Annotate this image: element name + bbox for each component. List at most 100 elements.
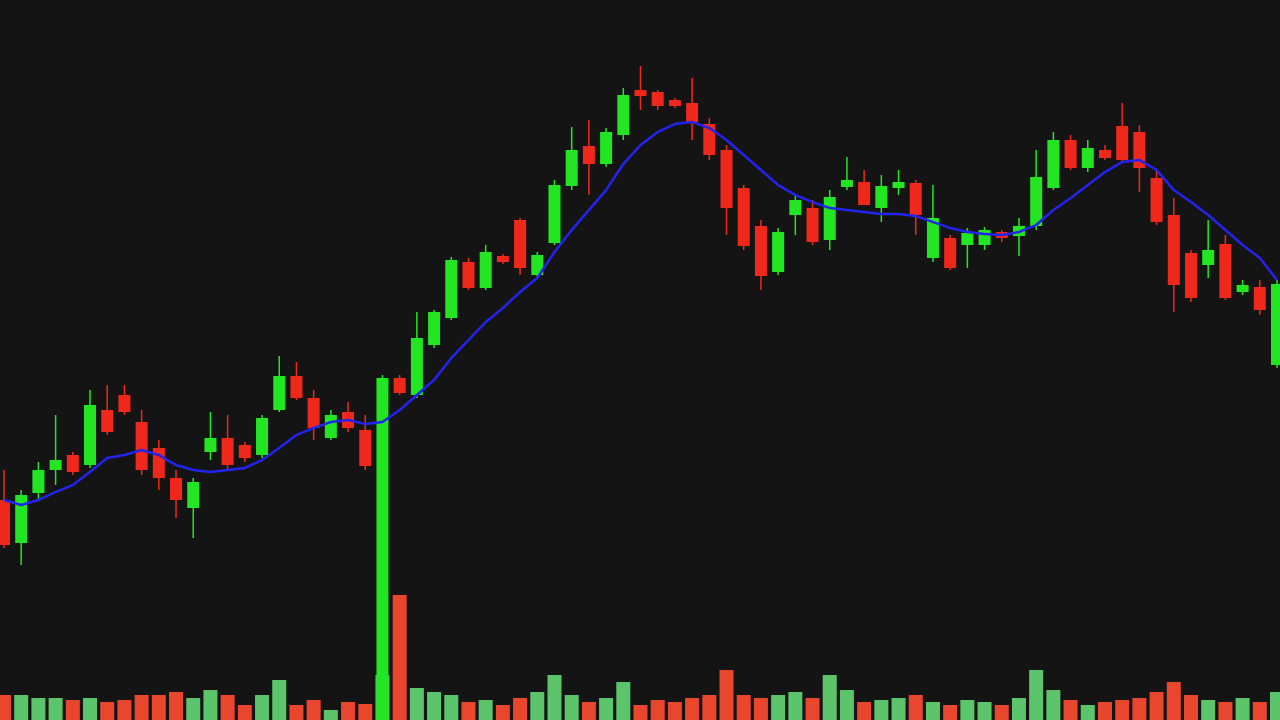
volume-bar	[203, 690, 218, 720]
candle-body	[806, 208, 819, 242]
volume-bar	[1029, 670, 1044, 720]
candle-body	[307, 398, 320, 428]
candle-body	[1184, 253, 1197, 298]
candle-body	[221, 438, 234, 465]
volume-bar	[719, 670, 734, 720]
volume-bar	[1046, 690, 1061, 720]
candle-body	[1150, 178, 1163, 222]
volume-bar	[650, 700, 665, 720]
candle-body	[926, 218, 939, 258]
candle-body	[101, 410, 114, 432]
volume-bar	[117, 700, 132, 720]
candle-body	[703, 124, 716, 155]
candle-body	[651, 92, 664, 106]
volume-bar	[667, 702, 682, 720]
volume-bar	[358, 704, 373, 720]
volume-bar	[736, 695, 751, 720]
volume-bar	[427, 692, 442, 720]
candle-body	[1219, 244, 1232, 298]
candle-body	[772, 232, 785, 272]
candle-body	[789, 200, 802, 215]
candle-body	[565, 150, 578, 186]
volume-bar	[1201, 700, 1216, 720]
volume-bar	[1252, 702, 1267, 720]
volume-bar	[1149, 692, 1164, 720]
volume-bar	[237, 705, 252, 720]
candle-body	[737, 188, 750, 246]
volume-bar	[1183, 695, 1198, 720]
candle-body	[84, 405, 97, 465]
volume-bar	[513, 698, 528, 720]
candle-body	[66, 455, 79, 472]
candle-body	[462, 262, 475, 288]
candle-body	[170, 478, 183, 500]
moving-average-line	[3, 120, 1278, 507]
volume-bar	[805, 698, 820, 720]
volume-bar	[495, 705, 510, 720]
candle-body	[754, 226, 767, 276]
volume-bar	[547, 675, 562, 720]
volume-bar	[1270, 692, 1280, 720]
candle-body	[410, 338, 423, 395]
candle-body	[324, 415, 337, 438]
candle-body	[634, 90, 647, 96]
candle-body	[686, 103, 699, 122]
volume-bar	[1097, 702, 1112, 720]
candle-body	[823, 197, 836, 240]
candle-body	[1271, 284, 1280, 365]
volume-bar	[822, 675, 837, 720]
volume-bar	[31, 698, 46, 720]
candle-body	[720, 150, 733, 208]
volume-bar	[685, 698, 700, 720]
volume-bar	[461, 702, 476, 720]
candle-body	[496, 256, 509, 262]
volume-bar	[0, 695, 11, 720]
volume-bar	[255, 695, 270, 720]
candle-body	[1047, 140, 1060, 188]
candle-body	[1030, 177, 1043, 226]
candle-body	[514, 220, 527, 268]
candle-body	[290, 376, 303, 398]
volume-bar	[83, 698, 98, 720]
volume-bar	[151, 695, 166, 720]
volume-bar	[289, 705, 304, 720]
candle-body	[909, 183, 922, 215]
volume-bar	[65, 700, 80, 720]
volume-bar	[788, 692, 803, 720]
volume-bar	[409, 688, 424, 720]
volume-bar	[839, 690, 854, 720]
candle-body	[0, 500, 10, 545]
candle-body	[548, 185, 561, 243]
volume-bar	[1166, 682, 1181, 720]
candle-body	[582, 146, 595, 164]
candle-body	[531, 255, 544, 275]
candle-body	[892, 182, 905, 188]
candle-body	[1253, 287, 1266, 310]
volume-bar	[341, 702, 356, 720]
volume-bar	[186, 698, 201, 720]
candle-body	[428, 312, 441, 345]
volume-bar	[392, 595, 407, 720]
volume-bar	[530, 692, 545, 720]
volume-bar	[702, 695, 717, 720]
candle-body	[1202, 250, 1215, 265]
candle-body	[1236, 285, 1249, 292]
volume-bar	[874, 700, 889, 720]
candle-body	[1167, 215, 1180, 285]
candle-body	[961, 233, 974, 245]
volume-bar	[1132, 698, 1147, 720]
volume-bar	[134, 695, 149, 720]
volume-bar	[1011, 698, 1026, 720]
candle-body	[376, 378, 389, 720]
candle-body	[1081, 148, 1094, 168]
volume-bar	[564, 695, 579, 720]
candle-body	[668, 100, 681, 106]
candle-body	[1098, 150, 1111, 158]
volume-bar	[100, 702, 115, 720]
candle-body	[49, 460, 62, 470]
volume-bar	[908, 695, 923, 720]
volume-bar	[994, 705, 1009, 720]
volume-bar	[599, 698, 614, 720]
